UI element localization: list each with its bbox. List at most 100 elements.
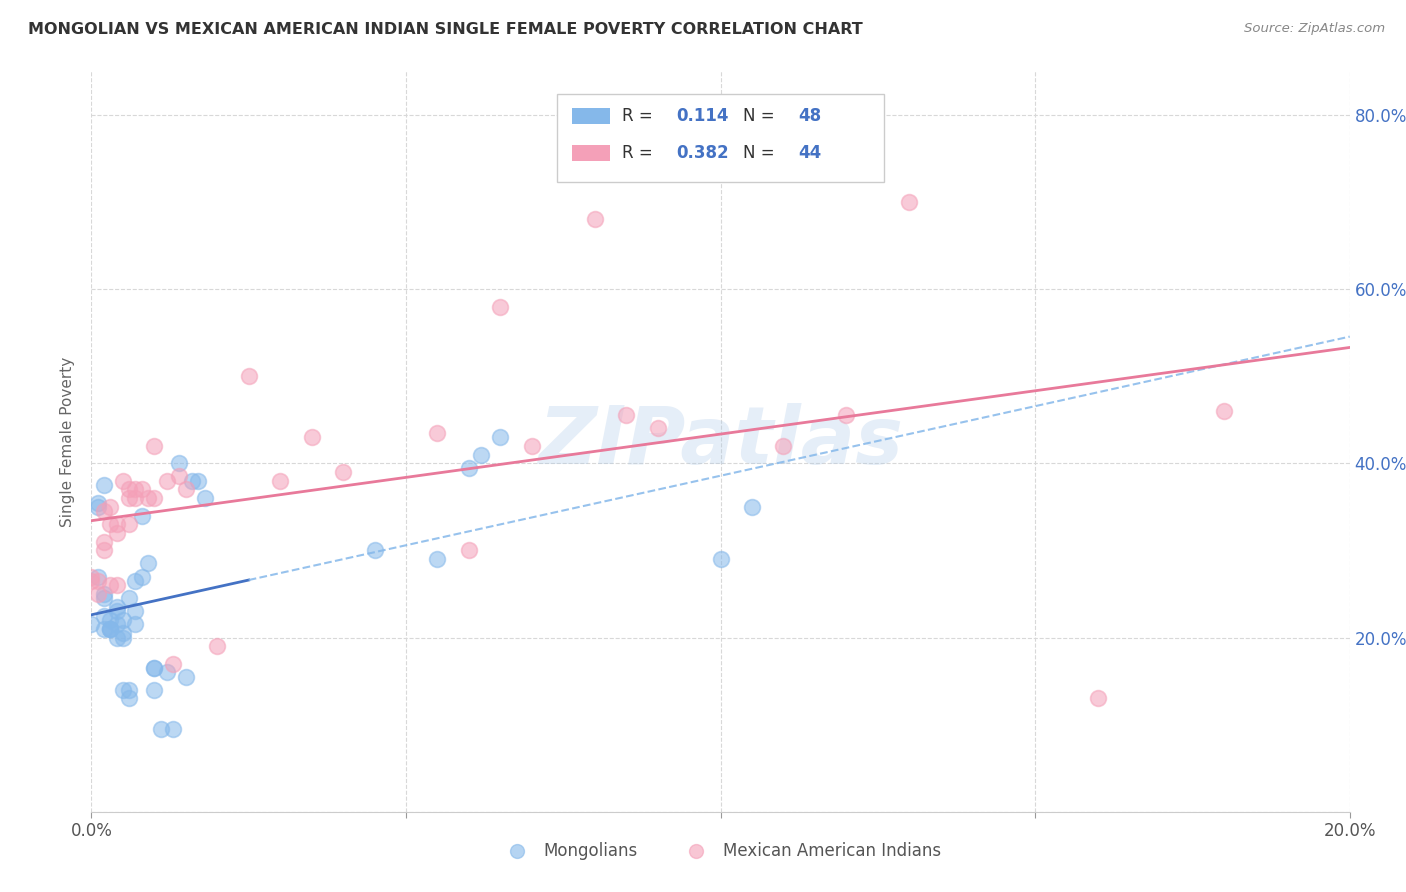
Point xyxy=(86,500,108,514)
Point xyxy=(93,608,115,623)
Text: 0.114: 0.114 xyxy=(676,107,730,125)
Point xyxy=(898,194,921,209)
Point xyxy=(105,631,128,645)
Point xyxy=(111,631,134,645)
Point xyxy=(80,574,103,588)
Point xyxy=(105,604,128,618)
Point xyxy=(118,491,141,505)
Point xyxy=(136,557,159,571)
Text: 48: 48 xyxy=(799,107,821,125)
Point xyxy=(174,483,197,497)
Point xyxy=(187,474,209,488)
Point xyxy=(93,622,115,636)
Point xyxy=(174,670,197,684)
Point xyxy=(111,682,134,697)
Point xyxy=(143,682,166,697)
Point xyxy=(489,300,512,314)
Point xyxy=(741,500,763,514)
Point xyxy=(143,491,166,505)
Point xyxy=(105,517,128,532)
Point xyxy=(470,448,492,462)
Point xyxy=(118,517,141,532)
Point xyxy=(143,661,166,675)
Point xyxy=(181,474,204,488)
Point xyxy=(118,691,141,706)
Point xyxy=(86,569,108,583)
Point xyxy=(614,409,637,423)
Point xyxy=(489,430,512,444)
Bar xyxy=(572,108,610,124)
Point xyxy=(93,534,115,549)
Point xyxy=(162,722,184,736)
Point xyxy=(520,439,543,453)
Point xyxy=(124,483,146,497)
Point xyxy=(124,604,146,618)
Point xyxy=(124,574,146,588)
Point xyxy=(156,474,179,488)
Point xyxy=(93,587,115,601)
Point xyxy=(80,617,103,632)
Point xyxy=(105,578,128,592)
Point xyxy=(118,591,141,606)
Point xyxy=(426,425,449,440)
Point xyxy=(98,613,121,627)
Point xyxy=(332,465,354,479)
Text: N =: N = xyxy=(744,107,780,125)
Point xyxy=(709,552,731,566)
Point xyxy=(162,657,184,671)
Point xyxy=(118,483,141,497)
Point xyxy=(156,665,179,680)
Point xyxy=(149,722,172,736)
Point xyxy=(124,617,146,632)
Legend: Mongolians, Mexican American Indians: Mongolians, Mexican American Indians xyxy=(494,835,948,866)
Text: Source: ZipAtlas.com: Source: ZipAtlas.com xyxy=(1244,22,1385,36)
Point xyxy=(131,483,153,497)
Point xyxy=(583,212,606,227)
Point xyxy=(124,491,146,505)
Point xyxy=(98,578,121,592)
Point xyxy=(772,439,794,453)
Point xyxy=(98,500,121,514)
Text: 44: 44 xyxy=(799,144,823,161)
Point xyxy=(426,552,449,566)
Point xyxy=(105,526,128,541)
Point xyxy=(169,469,191,483)
Point xyxy=(80,569,103,583)
Point xyxy=(93,591,115,606)
Point xyxy=(111,474,134,488)
Y-axis label: Single Female Poverty: Single Female Poverty xyxy=(60,357,76,526)
Point xyxy=(93,478,115,492)
Point xyxy=(169,456,191,470)
Point xyxy=(131,508,153,523)
Point xyxy=(835,409,858,423)
Text: MONGOLIAN VS MEXICAN AMERICAN INDIAN SINGLE FEMALE POVERTY CORRELATION CHART: MONGOLIAN VS MEXICAN AMERICAN INDIAN SIN… xyxy=(28,22,863,37)
Text: ZIPatlas: ZIPatlas xyxy=(538,402,903,481)
Text: N =: N = xyxy=(744,144,780,161)
FancyBboxPatch shape xyxy=(557,94,884,183)
Point xyxy=(131,569,153,583)
Point xyxy=(105,600,128,615)
Point xyxy=(111,613,134,627)
Point xyxy=(118,682,141,697)
Point xyxy=(143,439,166,453)
Point xyxy=(98,622,121,636)
Point xyxy=(93,543,115,558)
Point xyxy=(86,574,108,588)
Point xyxy=(86,495,108,509)
Point xyxy=(86,587,108,601)
Point xyxy=(143,661,166,675)
Point xyxy=(111,626,134,640)
Point xyxy=(98,622,121,636)
Point xyxy=(269,474,291,488)
Bar xyxy=(572,145,610,161)
Point xyxy=(136,491,159,505)
Point xyxy=(647,421,669,435)
Point xyxy=(93,504,115,518)
Point xyxy=(98,517,121,532)
Point xyxy=(238,369,260,384)
Point xyxy=(301,430,323,444)
Point xyxy=(194,491,217,505)
Point xyxy=(457,543,479,558)
Text: 0.382: 0.382 xyxy=(676,144,730,161)
Point xyxy=(1087,691,1109,706)
